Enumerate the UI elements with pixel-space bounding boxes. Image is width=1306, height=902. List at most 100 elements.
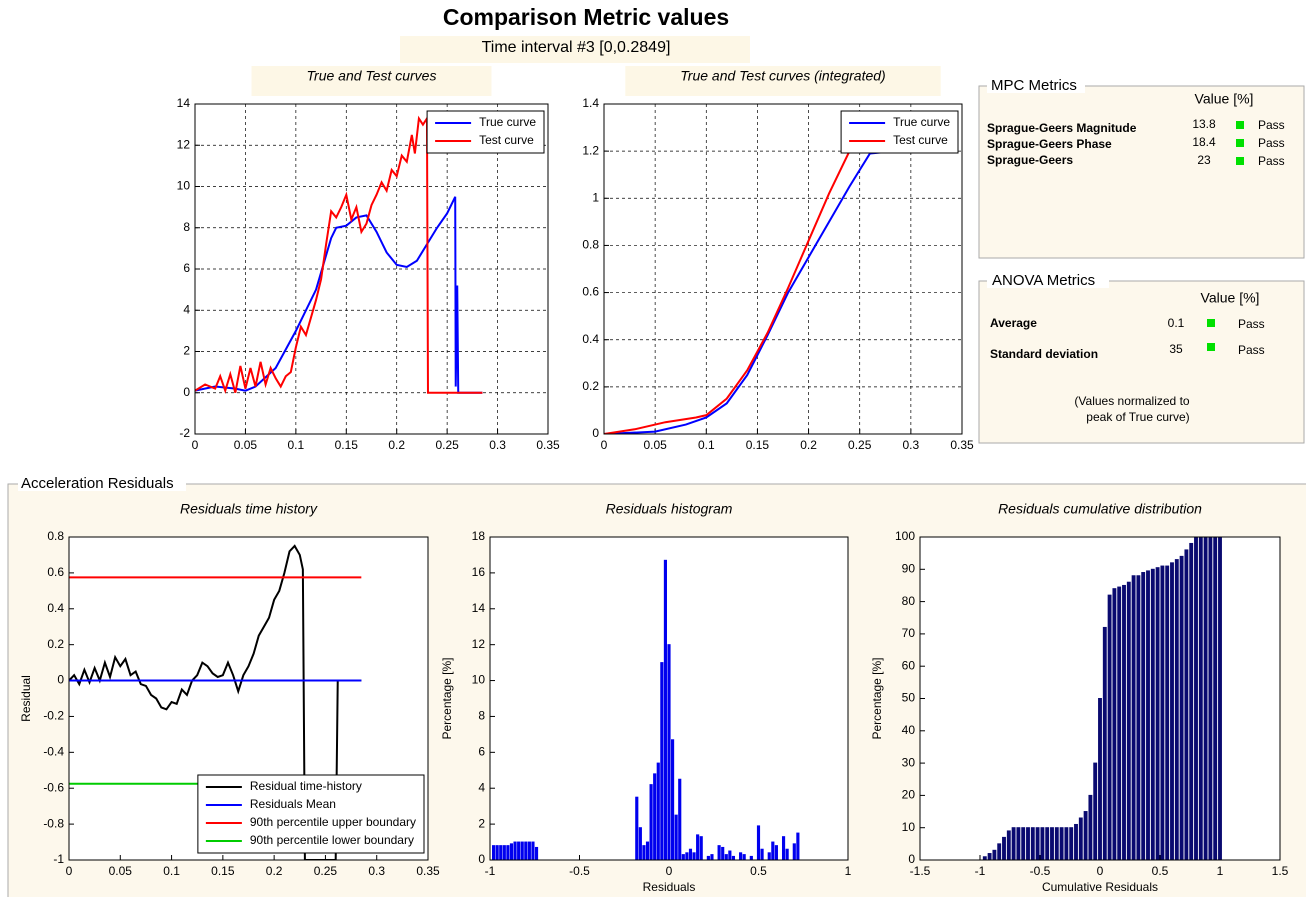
legend-label: Test curve bbox=[893, 133, 948, 147]
note: (Values normalized to bbox=[1074, 394, 1189, 408]
subtitle-box bbox=[400, 36, 750, 63]
page-subtitle: Time interval #3 [0,0.2849] bbox=[482, 39, 671, 56]
panel-title-bg bbox=[987, 272, 1109, 288]
y-tick-label: 14 bbox=[472, 601, 486, 615]
bar bbox=[1141, 572, 1146, 861]
chart: True and Test curves 0 0.05 0.1 0.15 0.2 0.25 0… bbox=[177, 66, 560, 452]
bar bbox=[688, 848, 693, 861]
x-tick-label: 0.25 bbox=[314, 864, 338, 878]
y-tick-label: 4 bbox=[478, 780, 485, 794]
y-tick-label: 14 bbox=[177, 96, 191, 110]
bar bbox=[509, 843, 514, 861]
y-tick-label: 0.2 bbox=[47, 637, 64, 651]
legend-label: 90th percentile upper boundary bbox=[250, 815, 416, 829]
bar bbox=[1155, 567, 1160, 861]
bar bbox=[671, 739, 675, 861]
y-tick-label: 70 bbox=[902, 626, 916, 640]
bar bbox=[667, 644, 671, 861]
pass-indicator bbox=[1236, 121, 1244, 129]
y-tick-label: 4 bbox=[183, 302, 190, 316]
y-tick-label: -1 bbox=[53, 852, 64, 866]
bar bbox=[1165, 565, 1170, 861]
y-tick-label: 8 bbox=[478, 709, 485, 723]
chart: Residuals time history 0 0.05 0.1 0.15 0.2 0.2… bbox=[19, 501, 440, 878]
bar bbox=[1098, 698, 1102, 861]
bar bbox=[696, 834, 700, 861]
panel-title: MPC Metrics bbox=[991, 77, 1077, 94]
y-tick-label: 0.6 bbox=[582, 285, 599, 299]
bar bbox=[642, 845, 646, 861]
metric-name: Sprague-Geers Magnitude bbox=[987, 121, 1137, 135]
bar bbox=[656, 762, 660, 861]
bar bbox=[785, 848, 789, 861]
plot-area bbox=[604, 104, 962, 434]
bar bbox=[1083, 811, 1088, 861]
bar bbox=[1054, 827, 1059, 861]
bar bbox=[1136, 575, 1141, 861]
x-tick-label: 0.3 bbox=[903, 438, 920, 452]
legend: Residual time-history Residuals Mean 90th … bbox=[197, 774, 425, 854]
chart-title: Residuals cumulative distribution bbox=[998, 501, 1202, 517]
bar bbox=[717, 845, 721, 861]
bar bbox=[1160, 565, 1165, 861]
bar bbox=[1064, 827, 1069, 861]
bar bbox=[520, 841, 524, 861]
bar bbox=[1016, 827, 1021, 861]
y-tick-label: 0.6 bbox=[47, 565, 64, 579]
page-title: Comparison Metric values bbox=[443, 4, 729, 30]
bar bbox=[739, 852, 743, 861]
series-line bbox=[604, 150, 896, 434]
x-tick-label: 0.05 bbox=[234, 438, 258, 452]
bar bbox=[660, 662, 664, 861]
y-tick-label: 0.4 bbox=[582, 332, 599, 346]
note: peak of True curve) bbox=[1086, 410, 1189, 424]
bar bbox=[635, 796, 639, 861]
y-tick-label: 6 bbox=[183, 261, 190, 275]
chart-title-box bbox=[251, 66, 492, 96]
plot-frame bbox=[603, 103, 963, 435]
metric-value: 23 bbox=[1197, 153, 1211, 167]
bar bbox=[1194, 536, 1198, 861]
y-tick-label: 18 bbox=[472, 529, 486, 543]
bar bbox=[760, 848, 764, 861]
metric-value: 13.8 bbox=[1192, 117, 1216, 131]
y-tick-label: 1.4 bbox=[582, 96, 599, 110]
pass-indicator bbox=[1236, 157, 1244, 165]
y-tick-label: 50 bbox=[902, 691, 916, 705]
bar bbox=[1184, 549, 1189, 861]
bar bbox=[1059, 827, 1064, 861]
bar bbox=[1021, 827, 1026, 861]
legend: True curve Test curve bbox=[840, 110, 959, 154]
bar bbox=[1122, 584, 1126, 861]
mpc-panel: MPC Metrics Value [%] Sprague-Geers Magn… bbox=[978, 77, 1305, 259]
bar bbox=[706, 855, 710, 861]
bar bbox=[1198, 536, 1203, 861]
panel-frame bbox=[978, 280, 1305, 444]
plot-frame bbox=[68, 536, 429, 861]
bar bbox=[796, 832, 800, 861]
metric-status: Pass bbox=[1238, 343, 1265, 357]
bar bbox=[742, 854, 746, 861]
y-axis-label: Percentage [%] bbox=[440, 657, 454, 739]
bar bbox=[731, 855, 736, 861]
plot-frame bbox=[489, 536, 849, 861]
y-tick-label: -0.4 bbox=[43, 745, 64, 759]
legend-label: Test curve bbox=[479, 133, 534, 147]
x-tick-label: 0 bbox=[601, 438, 608, 452]
bar bbox=[1208, 536, 1213, 861]
x-tick-label: 0.35 bbox=[950, 438, 974, 452]
x-tick-label: 0.1 bbox=[163, 864, 180, 878]
x-tick-label: 0 bbox=[192, 438, 199, 452]
plot-frame bbox=[919, 536, 1281, 861]
bar bbox=[1011, 827, 1016, 861]
bar bbox=[1006, 830, 1011, 861]
chart: Residuals histogram-1 -0.5 0 0.5 10246810121… bbox=[440, 501, 851, 894]
y-tick-label: 12 bbox=[177, 137, 191, 151]
x-axis-label: Cumulative Residuals bbox=[1042, 880, 1158, 894]
y-tick-label: 1.2 bbox=[582, 143, 599, 157]
legend-label: Residuals Mean bbox=[250, 797, 336, 811]
series-line bbox=[195, 196, 483, 394]
y-tick-label: 40 bbox=[902, 723, 916, 737]
